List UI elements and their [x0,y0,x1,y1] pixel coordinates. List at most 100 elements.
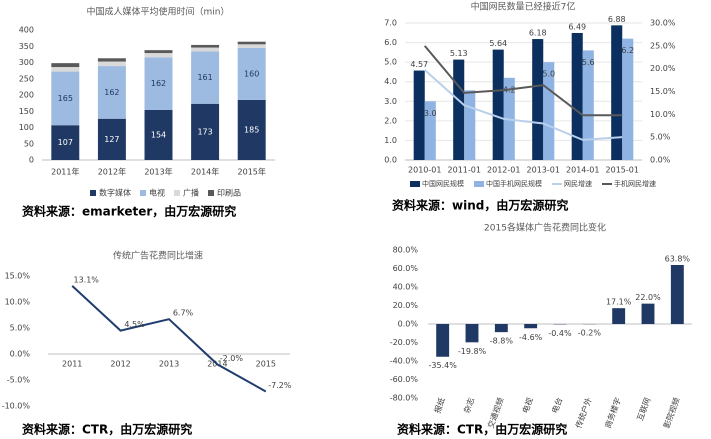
y-tick-label: -10.0% [2,402,31,411]
data-label: 17.1% [606,298,632,307]
data-label: 4.57 [410,60,428,69]
data-label: 13.1% [73,275,99,284]
y-tick-label: -5.0% [7,376,31,385]
source-note: 资料来源：wind，由万宏源研究 [392,198,568,213]
legend-label: 中国手机网民规模 [486,179,542,188]
x-tick-label: 影院视频 [661,396,681,429]
x-tick-label: 2010-01 [408,166,441,175]
x-tick-label: 2012年 [98,167,126,177]
legend-swatch [90,190,96,196]
y-tick-label: 150 [19,107,34,116]
y-tick-label: 4.0 [384,77,397,86]
line-series [71,285,267,393]
legend-swatch [174,190,180,196]
data-label: -19.8% [458,347,487,356]
bar [424,101,436,160]
data-label: 6.18 [529,29,547,38]
bar-segment [191,44,220,48]
bar-segment [51,67,80,72]
data-label: -2.0% [220,354,244,363]
legend-label: 中国网民规模 [422,179,464,188]
chart-title: 中国成人媒体平均使用时间（min） [87,6,230,18]
data-label: -8.8% [490,337,514,346]
y-tick-label: 25.0% [650,41,676,50]
bar-segment [97,58,126,62]
bar [641,303,655,324]
source-note: 资料来源：CTR，由万宏源研究 [397,422,567,437]
y-tick-label: 15.0% [650,87,676,96]
bar [453,59,465,160]
data-label: 165 [58,94,73,103]
y-tick-label: 2.0 [384,116,397,125]
y-tick-label: 80.0% [393,246,419,255]
bar [465,324,479,343]
x-tick-label: 2013年 [144,167,172,177]
x-tick-label: 2015年 [238,167,266,177]
bar [611,25,623,160]
data-label: 6.49 [568,22,586,31]
bar [464,90,476,160]
y-tick-label: 100 [19,123,34,132]
bar [492,49,504,160]
y-tick-label: 20.0% [650,64,676,73]
y-tick-label: 0.0% [650,156,671,165]
bar-segment [144,53,173,58]
legend-label: 广播 [183,188,199,198]
bar [494,324,508,333]
chart-title: 传统广告花费同比增速 [113,250,203,262]
y-tick-label: 20.0% [393,301,419,310]
x-tick-label: 2015 [256,360,276,369]
legend-swatch [208,190,214,196]
data-label: 63.8% [665,254,691,263]
y-tick-label: 0.0% [10,350,31,359]
data-label: 162 [104,88,119,97]
data-label: 160 [244,69,259,78]
bar-segment [144,57,173,110]
x-tick-label: 电视 [520,396,535,414]
y-tick-label: -60.0% [390,375,419,384]
y-tick-label: 3.0 [384,97,397,106]
bar-segment [191,103,220,160]
y-tick-label: 10.0% [5,298,31,307]
x-tick-label: 2013-01 [527,166,560,175]
bar-segment [51,63,80,68]
y-tick-label: 40.0% [393,283,419,292]
bar [670,264,684,324]
source-note: 资料来源：CTR，由万宏源研究 [22,422,192,437]
bar-segment [51,71,80,126]
data-label: 3.0 [424,109,437,118]
bar-segment [97,66,126,119]
data-label: 5.64 [489,39,507,48]
y-tick-label: 10.0% [650,110,676,119]
y-tick-label: 30.0% [650,19,676,28]
x-tick-label: 2011年 [51,167,79,177]
y-tick-label: 7.0 [384,19,397,28]
y-tick-label: 300 [19,58,34,67]
bar-segment [144,109,173,160]
chart-title: 2015各媒体广告花费同比变化 [484,222,606,234]
bar [532,39,544,161]
x-tick-label: 2014年 [191,167,219,177]
data-label: 6.88 [608,15,626,24]
x-tick-label: 电台 [549,396,564,414]
y-tick-label: 15.0% [5,272,31,281]
y-tick-label: -40.0% [390,357,419,366]
data-label: 6.2 [621,46,634,55]
legend-label: 印刷品 [217,189,241,198]
bar [524,324,538,329]
legend-swatch [410,181,420,187]
bar-segment [237,99,266,160]
x-tick-label: 杂志 [461,396,476,414]
x-tick-label: 2013 [159,360,179,369]
y-tick-label: 400 [19,26,34,35]
bar-segment [237,41,266,45]
source-note: 资料来源：emarketer，由万宏源研究 [22,204,236,219]
y-tick-label: 350 [19,42,34,51]
y-tick-label: 5.0 [384,58,397,67]
y-tick-label: 0.0% [398,320,419,329]
data-label: 6.7% [173,309,194,318]
x-tick-label: 商务楼宇 [603,396,623,429]
data-label: 154 [151,130,166,139]
data-label: 173 [197,127,212,136]
